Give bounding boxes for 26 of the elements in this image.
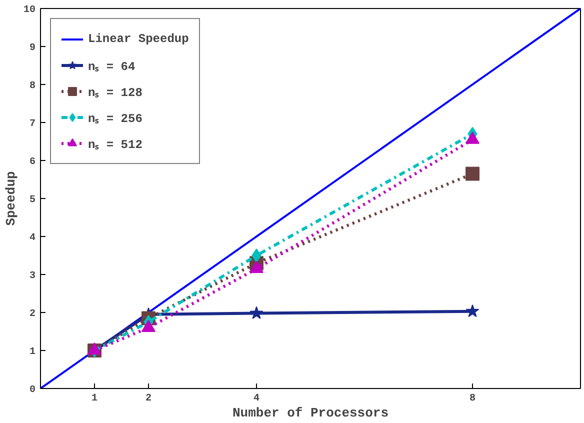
point [466,304,480,318]
legend-label: Linear Speedup [88,32,189,46]
y-tick-label: 9 [30,43,36,54]
x-axis-title: Number of Processors [232,406,389,420]
point [252,248,262,262]
y-tick-label: 5 [30,195,36,206]
x-tick-label: 8 [470,394,476,404]
y-tick-label: 2 [30,309,36,320]
y-tick-label: 6 [30,157,36,168]
y-tick-label: 1 [30,347,36,358]
legend-label: nₛ = 256 [88,110,142,126]
legend-label: nₛ = 128 [88,84,142,100]
y-tick-label: 3 [30,271,36,282]
y-tick-label: 0 [30,385,36,396]
x-tick-label: 2 [146,394,152,404]
x-tick-label: 4 [254,394,260,404]
y-tick-label: 7 [30,119,36,130]
legend-label: nₛ = 512 [88,136,142,152]
y-tick-label: 4 [30,233,36,244]
point [250,306,264,320]
y-tick-label: 8 [30,81,36,92]
point [466,166,480,181]
legend-label: nₛ = 64 [88,58,136,74]
y-tick-label: 10 [24,5,36,16]
x-tick-label: 1 [92,394,98,404]
y-axis-title: Speedup [4,170,18,226]
